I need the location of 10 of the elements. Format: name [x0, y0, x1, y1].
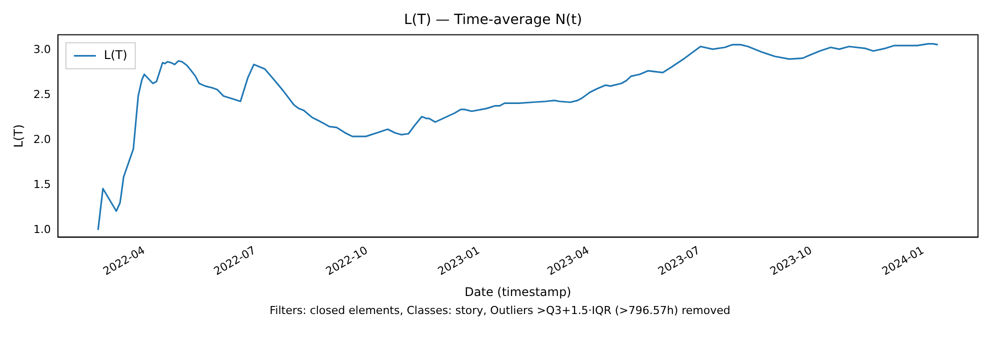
y-tick-label: 3.0 — [33, 42, 51, 56]
y-axis-title: L(T) — [11, 124, 26, 148]
legend-label: L(T) — [104, 48, 128, 62]
y-tick-label: 1.5 — [33, 178, 51, 191]
y-tick-label: 2.5 — [33, 88, 51, 101]
y-tick-label: 2.0 — [33, 132, 51, 146]
x-axis-title: Date (timestamp) — [464, 284, 572, 299]
text: Filters: closed elements, Classes: story, Outliers >Q3+1.5·IQR (>796.57h) removed — [268, 304, 732, 317]
chart-title: L(T) — Time-average N(t) — [404, 12, 582, 28]
y-tick-label: 1.0 — [33, 222, 51, 236]
